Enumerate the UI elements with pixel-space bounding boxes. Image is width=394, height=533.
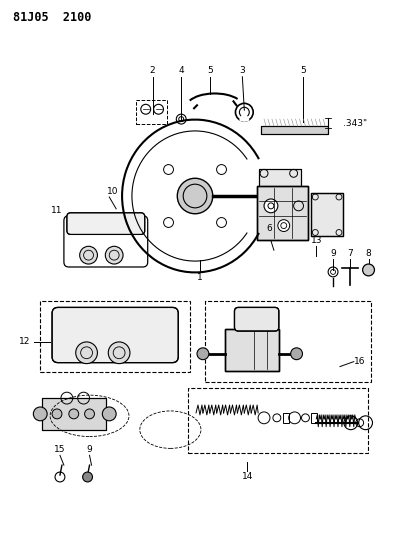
Circle shape <box>52 409 62 419</box>
Circle shape <box>278 220 290 231</box>
Bar <box>261 126 328 134</box>
Bar <box>259 169 301 219</box>
Text: .343": .343" <box>343 118 367 127</box>
Circle shape <box>105 246 123 264</box>
Bar <box>42 398 106 430</box>
Text: 1: 1 <box>197 273 203 282</box>
Text: 81J05  2100: 81J05 2100 <box>13 11 91 24</box>
Circle shape <box>264 199 278 213</box>
Text: 3: 3 <box>240 66 245 75</box>
Bar <box>311 193 343 237</box>
FancyBboxPatch shape <box>234 308 279 331</box>
Text: 16: 16 <box>354 357 365 366</box>
Bar <box>283 413 289 423</box>
Text: 6: 6 <box>266 224 272 233</box>
Text: 8: 8 <box>366 249 372 257</box>
Circle shape <box>69 409 79 419</box>
Circle shape <box>108 342 130 364</box>
Text: 4: 4 <box>178 66 184 75</box>
Circle shape <box>80 246 97 264</box>
Bar <box>259 169 301 219</box>
Bar <box>311 193 343 237</box>
Bar <box>136 100 167 124</box>
FancyBboxPatch shape <box>52 308 178 362</box>
Circle shape <box>362 264 374 276</box>
Bar <box>261 126 328 134</box>
Bar <box>311 413 317 423</box>
Text: 7: 7 <box>347 249 353 257</box>
Text: 5: 5 <box>301 66 307 75</box>
Bar <box>262 190 284 202</box>
Circle shape <box>291 348 303 360</box>
Circle shape <box>102 407 116 421</box>
Circle shape <box>33 407 47 421</box>
Bar <box>225 329 279 370</box>
Text: 9: 9 <box>330 249 336 257</box>
Bar <box>262 190 284 202</box>
Bar <box>225 329 279 370</box>
Circle shape <box>197 348 209 360</box>
Text: 9: 9 <box>87 445 93 454</box>
Text: 11: 11 <box>51 206 63 215</box>
Circle shape <box>76 342 97 364</box>
Text: 10: 10 <box>108 187 119 196</box>
Text: 2: 2 <box>150 66 156 75</box>
Ellipse shape <box>321 207 333 223</box>
Circle shape <box>177 178 213 214</box>
Bar <box>205 302 370 382</box>
Text: 12: 12 <box>19 337 30 346</box>
Wedge shape <box>240 112 249 121</box>
Text: 14: 14 <box>242 472 253 481</box>
FancyBboxPatch shape <box>67 213 145 235</box>
Bar <box>257 186 309 240</box>
Bar <box>188 388 368 454</box>
Text: 13: 13 <box>310 236 322 245</box>
Text: 15: 15 <box>54 445 66 454</box>
Bar <box>257 186 309 240</box>
Circle shape <box>85 409 95 419</box>
Bar <box>40 302 190 373</box>
Text: 5: 5 <box>207 66 213 75</box>
Circle shape <box>281 191 291 201</box>
Bar <box>42 398 106 430</box>
Circle shape <box>83 472 93 482</box>
Wedge shape <box>242 112 247 117</box>
